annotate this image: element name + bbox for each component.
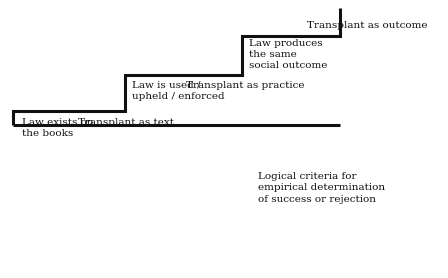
Text: Law is used /
upheld / enforced: Law is used / upheld / enforced	[132, 81, 225, 101]
Text: Transplant as practice: Transplant as practice	[186, 81, 305, 90]
Text: Logical criteria for
empirical determination
of success or rejection: Logical criteria for empirical determina…	[258, 172, 385, 203]
Text: Law produces
the same
social outcome: Law produces the same social outcome	[249, 39, 327, 70]
Text: Law exists on
the books: Law exists on the books	[22, 118, 94, 138]
Text: Transplant as text: Transplant as text	[78, 118, 174, 127]
Text: Transplant as outcome: Transplant as outcome	[307, 21, 427, 29]
